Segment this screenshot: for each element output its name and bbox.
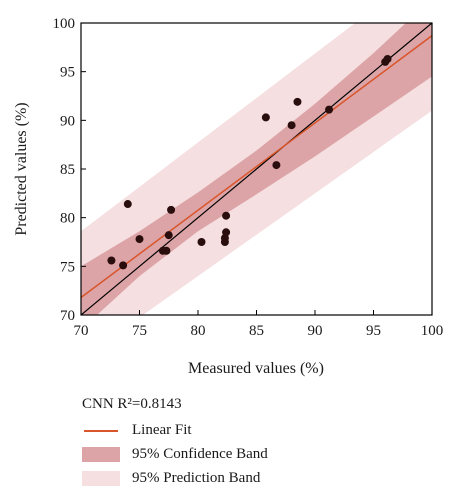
x-tick-label: 85 — [249, 323, 264, 339]
data-point — [261, 113, 270, 122]
linear-fit-swatch — [82, 423, 120, 438]
y-tick-label: 70 — [60, 308, 75, 324]
x-tick-label: 70 — [74, 323, 89, 339]
legend-label: 95% Prediction Band — [132, 470, 261, 486]
confidence-band — [81, 23, 432, 315]
legend-label: Linear Fit — [132, 422, 192, 438]
y-axis-title: Predicted values (%) — [13, 102, 30, 235]
x-tick-label: 80 — [191, 323, 206, 339]
data-point — [383, 55, 392, 64]
y-tick-label: 75 — [60, 259, 75, 275]
data-point — [287, 121, 296, 130]
data-point — [164, 231, 173, 240]
data-point — [293, 97, 302, 106]
data-point — [119, 261, 128, 270]
y-tick-label: 80 — [60, 211, 75, 227]
x-tick-label: 75 — [132, 323, 147, 339]
data-point — [272, 161, 281, 170]
legend-label: 95% Confidence Band — [132, 446, 268, 462]
y-axis: 70 75 80 85 90 95 100 — [53, 16, 86, 324]
bands-layer — [81, 23, 432, 315]
data-point — [123, 200, 132, 209]
y-tick-label: 90 — [60, 113, 75, 129]
y-tick-label: 85 — [60, 162, 75, 178]
legend-item-confidence-band: 95% Confidence Band — [82, 443, 442, 466]
data-point — [167, 205, 176, 214]
legend: CNN R²=0.8143 Linear Fit 95% Confidence … — [82, 393, 442, 491]
data-point — [107, 256, 116, 265]
confidence-band-swatch — [82, 447, 120, 462]
x-tick-label: 100 — [421, 323, 444, 339]
data-point — [222, 211, 231, 220]
x-axis-title: Measured values (%) — [188, 360, 324, 377]
x-tick-label: 90 — [308, 323, 323, 339]
legend-item-prediction-band: 95% Prediction Band — [82, 467, 442, 490]
data-point — [325, 105, 334, 114]
y-tick-label: 100 — [53, 16, 76, 32]
linear-fit-line — [81, 35, 432, 299]
x-tick-label: 95 — [366, 323, 381, 339]
lines-layer — [81, 23, 432, 315]
data-point — [222, 228, 231, 237]
y-tick-label: 95 — [60, 65, 75, 81]
data-point — [197, 238, 206, 246]
data-point — [135, 235, 144, 244]
x-axis: 70 75 80 85 90 95 100 — [74, 310, 444, 339]
data-point — [162, 246, 171, 255]
legend-title: CNN R²=0.8143 — [82, 396, 182, 412]
data-points — [107, 55, 392, 270]
legend-item-linear-fit: Linear Fit — [82, 419, 442, 442]
identity-line — [81, 23, 432, 315]
prediction-band-swatch — [82, 471, 120, 486]
